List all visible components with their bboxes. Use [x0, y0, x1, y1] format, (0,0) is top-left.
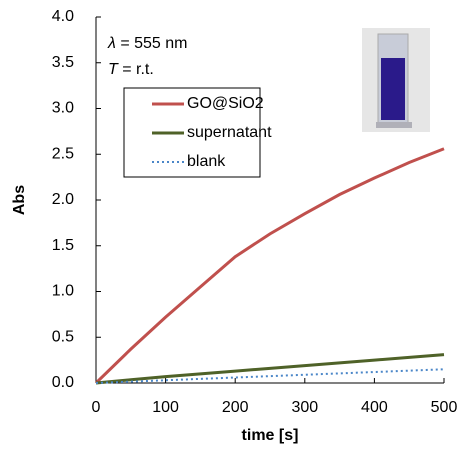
- x-tick-label: 400: [361, 399, 388, 416]
- y-tick-label: 1.5: [52, 237, 74, 254]
- x-tick-label: 300: [291, 399, 318, 416]
- x-tick-label: 100: [152, 399, 179, 416]
- y-tick-label: 0.0: [52, 374, 74, 391]
- series-line: [95, 368, 445, 384]
- x-tick-label: 200: [222, 399, 249, 416]
- series-line: [94, 147, 445, 385]
- legend-label: blank: [187, 153, 226, 170]
- y-tick-label: 2.0: [52, 191, 74, 208]
- y-tick-label: 0.5: [52, 328, 74, 345]
- legend: GO@SiO2 supernatant blank: [123, 87, 272, 178]
- annotation: T = r.t.: [108, 61, 154, 78]
- annotation-text: = r.t.: [118, 61, 154, 78]
- legend-label: GO@SiO2: [187, 95, 264, 112]
- legend-label: supernatant: [187, 124, 272, 141]
- x-tick-label: 0: [92, 399, 101, 416]
- x-tick-label: 500: [431, 399, 458, 416]
- series-line: [95, 353, 445, 385]
- y-tick-label: 1.0: [52, 283, 74, 300]
- y-tick-label: 4.0: [52, 8, 74, 25]
- annotation: λ = 555 nm: [107, 35, 187, 52]
- x-axis-label: time [s]: [242, 427, 299, 444]
- annotation-symbol: λ: [107, 35, 116, 52]
- y-tick-label: 3.0: [52, 100, 74, 117]
- annotation-symbol: T: [108, 61, 119, 78]
- cuvette-photo: [362, 28, 430, 132]
- y-tick-label: 3.5: [52, 54, 74, 71]
- y-tick-label: 2.5: [52, 145, 74, 162]
- y-axis-label: Abs: [11, 185, 28, 215]
- legend-box: [123, 87, 261, 178]
- annotation-text: = 555 nm: [116, 35, 188, 52]
